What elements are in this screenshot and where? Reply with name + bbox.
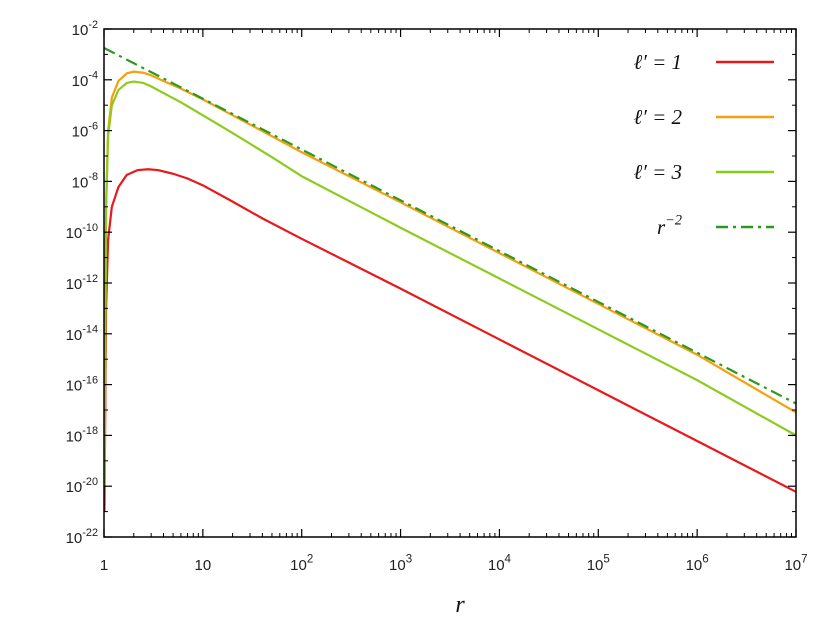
- legend-item-3: ℓ′ = 3: [633, 160, 774, 184]
- legend-label: ℓ′ = 3: [633, 160, 682, 184]
- x-tick-label: 104: [488, 553, 512, 574]
- x-axis-ticks: 1 10 102 103 104 105 106 107: [100, 29, 808, 574]
- x-tick-label: 107: [784, 553, 807, 574]
- legend-label: ℓ′ = 2: [633, 105, 682, 129]
- y-axis-ticks: 10-22 10-20 10-18 10-16 10-14 10-12 10-10 10-8 1…: [66, 19, 796, 547]
- y-tick-label: 10-12: [66, 273, 98, 293]
- series-line-2: [104, 70, 796, 487]
- y-tick-label: 10-22: [66, 527, 98, 547]
- y-tick-label: 10-18: [66, 425, 98, 445]
- legend-item-2: ℓ′ = 2: [633, 105, 774, 129]
- series-line-4: [104, 46, 796, 405]
- y-tick-label: 10-16: [66, 374, 98, 394]
- x-tick-label: 10: [195, 557, 212, 574]
- x-tick-label: 106: [686, 553, 709, 574]
- x-tick-label: 102: [290, 553, 313, 574]
- curves: [104, 46, 796, 512]
- y-tick-label: 10-8: [72, 171, 98, 191]
- series-line-1: [104, 168, 796, 512]
- series-line-3: [104, 80, 796, 487]
- legend-item-1: ℓ′ = 1: [633, 50, 774, 74]
- x-tick-label: 105: [587, 553, 610, 574]
- x-axis-title: r: [455, 592, 465, 618]
- legend-label: ℓ′ = 1: [633, 50, 682, 74]
- x-tick-label: 103: [389, 553, 412, 574]
- x-tick-label: 1: [100, 557, 108, 574]
- y-tick-label: 10-14: [66, 324, 98, 344]
- legend-label: r−2: [657, 213, 682, 239]
- y-tick-label: 10-6: [72, 120, 98, 140]
- y-tick-label: 10-20: [66, 476, 98, 496]
- legend-item-4: r−2: [657, 213, 774, 239]
- plot-area: 1 10 102 103 104 105 106 107 10-2210-2010-1810-…: [66, 19, 808, 574]
- plot-frame: [103, 28, 797, 538]
- legend: ℓ′ = 1 ℓ′ = 2 ℓ′ = 3 r−2: [633, 50, 774, 239]
- y-tick-label: 10-4: [72, 70, 98, 90]
- y-tick-label: 10-10: [66, 222, 98, 242]
- y-tick-label: 10-2: [72, 19, 98, 39]
